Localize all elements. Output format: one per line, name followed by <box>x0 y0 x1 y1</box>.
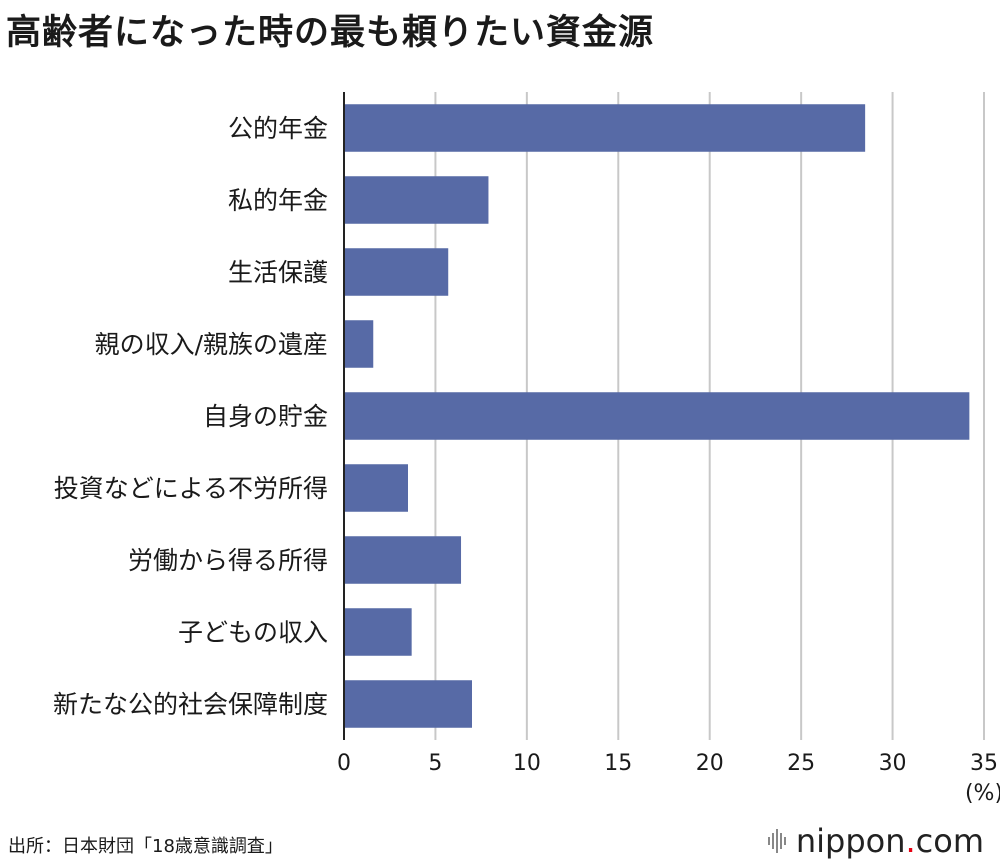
x-tick-label: 5 <box>428 751 442 776</box>
bar <box>344 464 408 512</box>
bar <box>344 536 462 584</box>
logo-tld: com <box>915 822 984 860</box>
bar <box>344 392 970 440</box>
bar <box>344 680 472 728</box>
category-labels: 公的年金私的年金生活保護親の収入/親族の遺産自身の貯金投資などによる不労所得労働… <box>53 114 328 719</box>
logo-name: nippon <box>795 822 906 860</box>
bar <box>344 176 489 224</box>
category-label: 投資などによる不労所得 <box>54 474 328 503</box>
logo-mark-icon <box>767 829 786 853</box>
category-label: 自身の貯金 <box>203 402 328 431</box>
x-tick-label: 10 <box>513 751 541 776</box>
category-label: 公的年金 <box>228 114 328 143</box>
bar <box>344 320 374 368</box>
x-tick-label: 15 <box>604 751 632 776</box>
bar <box>344 608 412 656</box>
category-label: 労働から得る所得 <box>128 546 328 575</box>
x-unit-label: (%) <box>965 781 1000 806</box>
x-tick-label: 30 <box>879 751 907 776</box>
x-tick-label: 20 <box>696 751 724 776</box>
bar <box>344 104 866 152</box>
category-label: 親の収入/親族の遺産 <box>95 330 328 359</box>
category-label: 私的年金 <box>228 186 328 215</box>
bar <box>344 248 449 296</box>
category-label: 新たな公的社会保障制度 <box>53 690 328 719</box>
chart-title: 高齢者になった時の最も頼りたい資金源 <box>6 13 655 53</box>
nippon-logo: nippon. com <box>767 822 984 860</box>
logo-dot: . <box>905 822 916 860</box>
source-note: 出所：日本財団「18歳意識調査」 <box>8 836 283 857</box>
x-axis: 0 5 10 15 20 25 30 35 (%) <box>337 92 1000 806</box>
x-tick-label: 35 <box>970 751 998 776</box>
category-label: 生活保護 <box>228 258 328 287</box>
x-tick-label: 0 <box>337 751 351 776</box>
category-label: 子どもの収入 <box>178 618 328 647</box>
x-tick-label: 25 <box>787 751 815 776</box>
bars <box>344 104 970 728</box>
